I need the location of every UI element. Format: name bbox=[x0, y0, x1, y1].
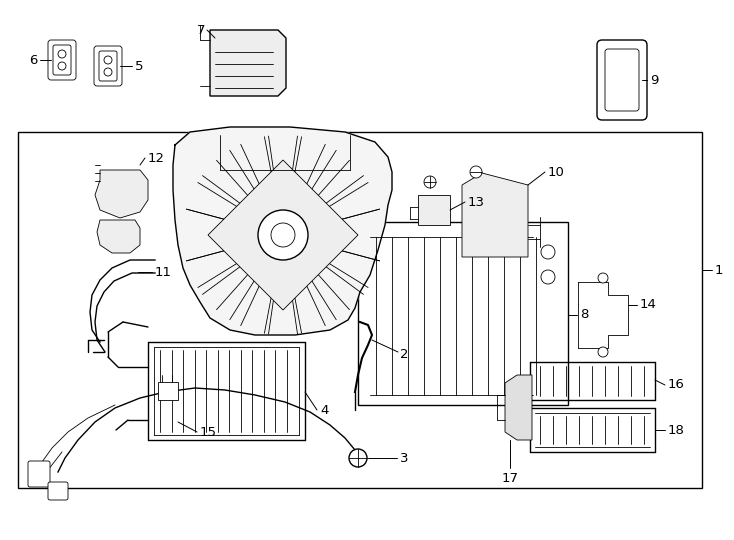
Circle shape bbox=[258, 210, 308, 260]
Circle shape bbox=[470, 166, 482, 178]
Text: 17: 17 bbox=[501, 472, 518, 485]
Text: 13: 13 bbox=[468, 195, 485, 208]
Polygon shape bbox=[95, 170, 148, 218]
Circle shape bbox=[541, 270, 555, 284]
Text: 14: 14 bbox=[640, 299, 657, 312]
Bar bbox=[158, 382, 178, 400]
Bar bbox=[18, 132, 702, 488]
Circle shape bbox=[598, 273, 608, 283]
Circle shape bbox=[271, 223, 295, 247]
Text: 4: 4 bbox=[320, 403, 328, 416]
Text: 1: 1 bbox=[715, 264, 724, 276]
Circle shape bbox=[58, 50, 66, 58]
Text: 9: 9 bbox=[650, 73, 658, 86]
Bar bbox=[418, 195, 450, 225]
Circle shape bbox=[541, 245, 555, 259]
Polygon shape bbox=[210, 30, 286, 96]
Text: 15: 15 bbox=[200, 426, 217, 438]
Text: 3: 3 bbox=[400, 451, 409, 464]
Polygon shape bbox=[97, 220, 140, 253]
Text: 2: 2 bbox=[400, 348, 409, 361]
Text: 8: 8 bbox=[580, 308, 589, 321]
FancyBboxPatch shape bbox=[597, 40, 647, 120]
Text: 12: 12 bbox=[148, 152, 165, 165]
FancyBboxPatch shape bbox=[48, 482, 68, 500]
Circle shape bbox=[598, 347, 608, 357]
Text: 16: 16 bbox=[668, 379, 685, 392]
Text: 7: 7 bbox=[197, 24, 205, 37]
Circle shape bbox=[349, 449, 367, 467]
Circle shape bbox=[424, 176, 436, 188]
FancyBboxPatch shape bbox=[28, 461, 50, 487]
FancyBboxPatch shape bbox=[48, 40, 76, 80]
Bar bbox=[358, 222, 568, 405]
Circle shape bbox=[58, 62, 66, 70]
Text: 11: 11 bbox=[155, 266, 172, 279]
FancyBboxPatch shape bbox=[605, 49, 639, 111]
Polygon shape bbox=[505, 375, 532, 440]
FancyBboxPatch shape bbox=[94, 46, 122, 86]
Circle shape bbox=[104, 56, 112, 64]
FancyBboxPatch shape bbox=[99, 51, 117, 81]
Text: 6: 6 bbox=[29, 53, 38, 66]
Text: 5: 5 bbox=[135, 59, 144, 72]
Text: 18: 18 bbox=[668, 423, 685, 436]
FancyBboxPatch shape bbox=[53, 45, 71, 75]
Text: 10: 10 bbox=[548, 165, 565, 179]
Circle shape bbox=[104, 68, 112, 76]
Polygon shape bbox=[462, 173, 528, 257]
Polygon shape bbox=[173, 127, 392, 335]
Polygon shape bbox=[208, 160, 358, 310]
